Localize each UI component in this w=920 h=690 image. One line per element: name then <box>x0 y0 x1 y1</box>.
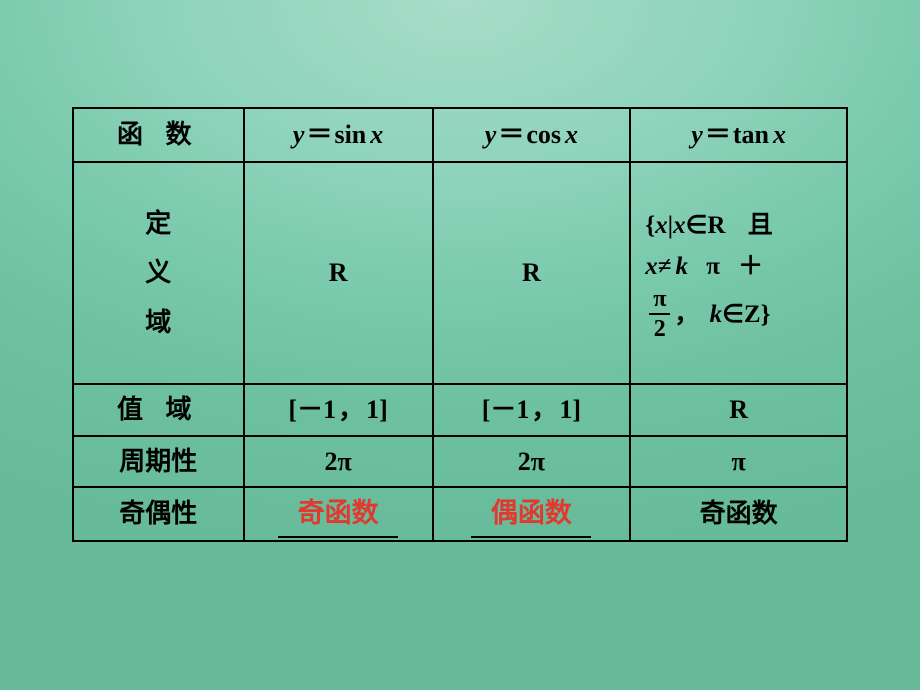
header-row: 函 数 y＝sinx y＝cosx y＝tanx <box>73 108 847 162</box>
period-label: 周期性 <box>119 447 197 476</box>
header-sin-cell: y＝sinx <box>244 108 433 162</box>
parity-cos-cell: 偶函数 <box>433 487 631 540</box>
period-cos-cell: 2π <box>433 436 631 488</box>
period-row: 周期性 2π 2π π <box>73 436 847 488</box>
domain-sin: R <box>329 258 348 287</box>
domain-label-cell: 定 义 域 <box>73 162 244 384</box>
parity-label-cell: 奇偶性 <box>73 487 244 540</box>
parity-row: 奇偶性 奇函数 偶函数 奇函数 <box>73 487 847 540</box>
range-label: 值 域 <box>117 395 200 424</box>
range-row: 值 域 [－1，1] [－1，1] R <box>73 384 847 436</box>
period-sin-cell: 2π <box>244 436 433 488</box>
fn-tan-expr: y＝tanx <box>691 120 786 149</box>
header-tan-cell: y＝tanx <box>630 108 847 162</box>
domain-tan-line3: π 2 ， k∈Z} <box>645 287 838 341</box>
period-label-cell: 周期性 <box>73 436 244 488</box>
period-tan-cell: π <box>630 436 847 488</box>
period-cos: 2π <box>518 447 545 476</box>
trig-properties-table: 函 数 y＝sinx y＝cosx y＝tanx 定 义 域 R <box>72 107 848 542</box>
parity-sin-blank: 奇函数 <box>278 494 398 533</box>
header-cos-cell: y＝cosx <box>433 108 631 162</box>
domain-row: 定 义 域 R R {x|x∈R 且 x≠k π ＋ π <box>73 162 847 384</box>
parity-sin-cell: 奇函数 <box>244 487 433 540</box>
domain-cos: R <box>522 258 541 287</box>
range-cos-cell: [－1，1] <box>433 384 631 436</box>
range-label-cell: 值 域 <box>73 384 244 436</box>
parity-tan-cell: 奇函数 <box>630 487 847 540</box>
parity-label: 奇偶性 <box>119 499 197 528</box>
range-sin-cell: [－1，1] <box>244 384 433 436</box>
parity-tan: 奇函数 <box>700 499 778 528</box>
domain-label: 定 义 域 <box>145 199 171 347</box>
range-tan-cell: R <box>630 384 847 436</box>
parity-sin-answer: 奇函数 <box>298 498 379 528</box>
header-label-cell: 函 数 <box>73 108 244 162</box>
domain-cos-cell: R <box>433 162 631 384</box>
period-sin: 2π <box>324 447 351 476</box>
fn-sin-expr: y＝sinx <box>293 120 383 149</box>
domain-sin-cell: R <box>244 162 433 384</box>
range-tan: R <box>729 395 748 424</box>
parity-cos-answer: 偶函数 <box>491 498 572 528</box>
fn-cos-expr: y＝cosx <box>485 120 578 149</box>
period-tan: π <box>731 447 745 476</box>
header-label: 函 数 <box>117 120 200 149</box>
domain-tan-line1: {x|x∈R 且 <box>645 205 838 246</box>
domain-tan-line2: x≠k π ＋ <box>645 246 838 287</box>
domain-tan-cell: {x|x∈R 且 x≠k π ＋ π 2 ， k∈Z} <box>630 162 847 384</box>
parity-cos-blank: 偶函数 <box>471 494 591 533</box>
trig-properties-table-container: 函 数 y＝sinx y＝cosx y＝tanx 定 义 域 R <box>72 107 848 542</box>
pi-over-2-fraction: π 2 <box>649 287 670 341</box>
